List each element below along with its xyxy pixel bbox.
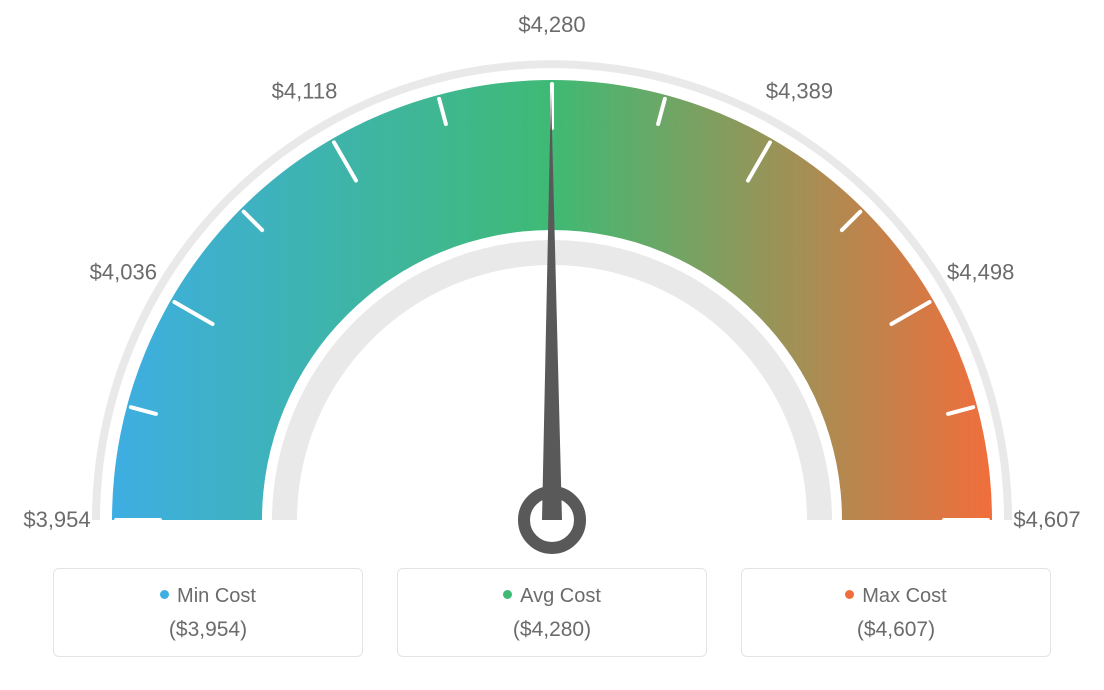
- legend-row: Min Cost ($3,954) Avg Cost ($4,280) Max …: [0, 568, 1104, 657]
- legend-title: Max Cost: [742, 585, 1050, 608]
- legend-card-avg: Avg Cost ($4,280): [397, 568, 707, 657]
- legend-title-text: Max Cost: [862, 585, 946, 607]
- gauge-tick-label: $3,954: [23, 507, 90, 532]
- legend-dot-icon: [160, 590, 169, 599]
- legend-title: Min Cost: [54, 585, 362, 608]
- gauge-tick-label: $4,036: [90, 260, 157, 285]
- legend-dot-icon: [503, 590, 512, 599]
- gauge-chart: $3,954 $4,036 $4,118 $4,280 $4,389 $4,498 $4,6…: [0, 0, 1104, 560]
- legend-dot-icon: [845, 590, 854, 599]
- legend-value: ($3,954): [54, 618, 362, 642]
- gauge-tick-label: $4,498: [947, 260, 1014, 285]
- legend-value: ($4,607): [742, 618, 1050, 642]
- legend-card-max: Max Cost ($4,607): [741, 568, 1051, 657]
- gauge-tick-label: $4,607: [1013, 507, 1080, 532]
- legend-title-text: Min Cost: [177, 585, 256, 607]
- gauge-tick-label: $4,389: [766, 78, 833, 103]
- gauge-tick-label: $4,280: [518, 12, 585, 37]
- legend-card-min: Min Cost ($3,954): [53, 568, 363, 657]
- legend-value: ($4,280): [398, 618, 706, 642]
- legend-title: Avg Cost: [398, 585, 706, 608]
- gauge-tick-label: $4,118: [272, 78, 338, 103]
- gauge-svg: $3,954 $4,036 $4,118 $4,280 $4,389 $4,498 $4,6…: [0, 0, 1104, 560]
- legend-title-text: Avg Cost: [520, 585, 601, 607]
